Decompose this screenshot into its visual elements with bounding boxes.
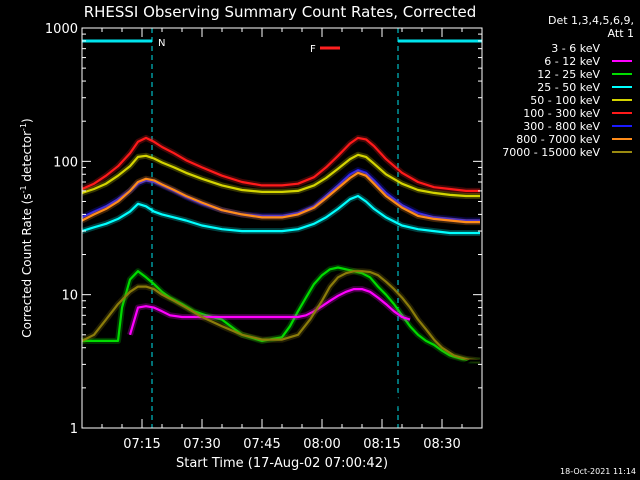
legend-label: 7000 - 15000 keV <box>502 146 600 159</box>
series-band-6 <box>80 167 480 224</box>
y-axis: 1 10 100 1000 <box>45 22 482 437</box>
y-tick-label: 10 <box>61 289 78 304</box>
legend-header-line-1: Det 1,3,4,5,6,9, <box>548 14 634 27</box>
series-line-5 <box>81 136 480 192</box>
legend-label: 50 - 100 keV <box>530 94 600 107</box>
series-line-3 <box>81 194 480 235</box>
series-band-8 <box>80 268 481 364</box>
x-tick-label: 07:45 <box>243 437 280 452</box>
legend-header-line-2: Att 1 <box>608 27 634 40</box>
y-axis-label-end: ) <box>20 118 34 123</box>
series-band-5 <box>80 134 480 194</box>
y-axis-label-main: Corrected Count Rate (s <box>20 193 34 337</box>
x-axis-label: Start Time (17-Aug-02 07:00:42) <box>176 456 388 471</box>
y-axis-label-mid: detector <box>20 131 34 186</box>
series-line-2 <box>82 266 480 362</box>
x-tick-label: 07:15 <box>123 437 160 452</box>
series-line-0 <box>82 346 480 427</box>
y-tick-label: 1000 <box>45 22 78 37</box>
x-axis: 07:15 07:30 07:45 08:00 08:15 08:30 <box>101 28 463 452</box>
y-axis-label-sup2: -1 <box>19 123 28 131</box>
plot-area: NF <box>80 28 483 429</box>
series-line-6 <box>81 169 480 222</box>
legend-label: 12 - 25 keV <box>537 68 600 81</box>
y-axis-label: Corrected Count Rate (s-1 detector-1) <box>19 118 34 337</box>
legend-label: 800 - 7000 keV <box>516 133 600 146</box>
night-bar-label: N <box>158 38 165 49</box>
y-tick-label: 100 <box>53 155 78 170</box>
series-band-0 <box>82 344 480 429</box>
series-band-1 <box>127 286 411 336</box>
series-line-4 <box>81 153 480 198</box>
series-band-3 <box>81 193 480 236</box>
legend-label: 100 - 300 keV <box>523 107 600 120</box>
legend-label: 3 - 6 keV <box>551 42 600 55</box>
series-line-7 <box>81 171 480 224</box>
x-tick-label: 08:00 <box>303 437 340 452</box>
timestamp: 18-Oct-2021 11:14 <box>560 467 636 476</box>
flare-bar-label: F <box>310 44 316 55</box>
legend-label: 300 - 800 keV <box>523 120 600 133</box>
legend-label: 6 - 12 keV <box>544 55 600 68</box>
series-line-1 <box>128 288 411 336</box>
series-line-8 <box>81 270 481 362</box>
x-tick-label: 08:15 <box>363 437 400 452</box>
series-band-7 <box>80 169 480 226</box>
x-tick-label: 07:30 <box>183 437 220 452</box>
x-tick-label: 08:30 <box>423 437 460 452</box>
chart-title: RHESSI Observing Summary Count Rates, Co… <box>84 3 477 21</box>
y-tick-label: 1 <box>70 422 78 437</box>
legend-label: 25 - 50 keV <box>537 81 600 94</box>
series-band-2 <box>82 264 480 364</box>
y-axis-label-sup1: -1 <box>19 185 28 193</box>
series-band-4 <box>81 151 480 199</box>
